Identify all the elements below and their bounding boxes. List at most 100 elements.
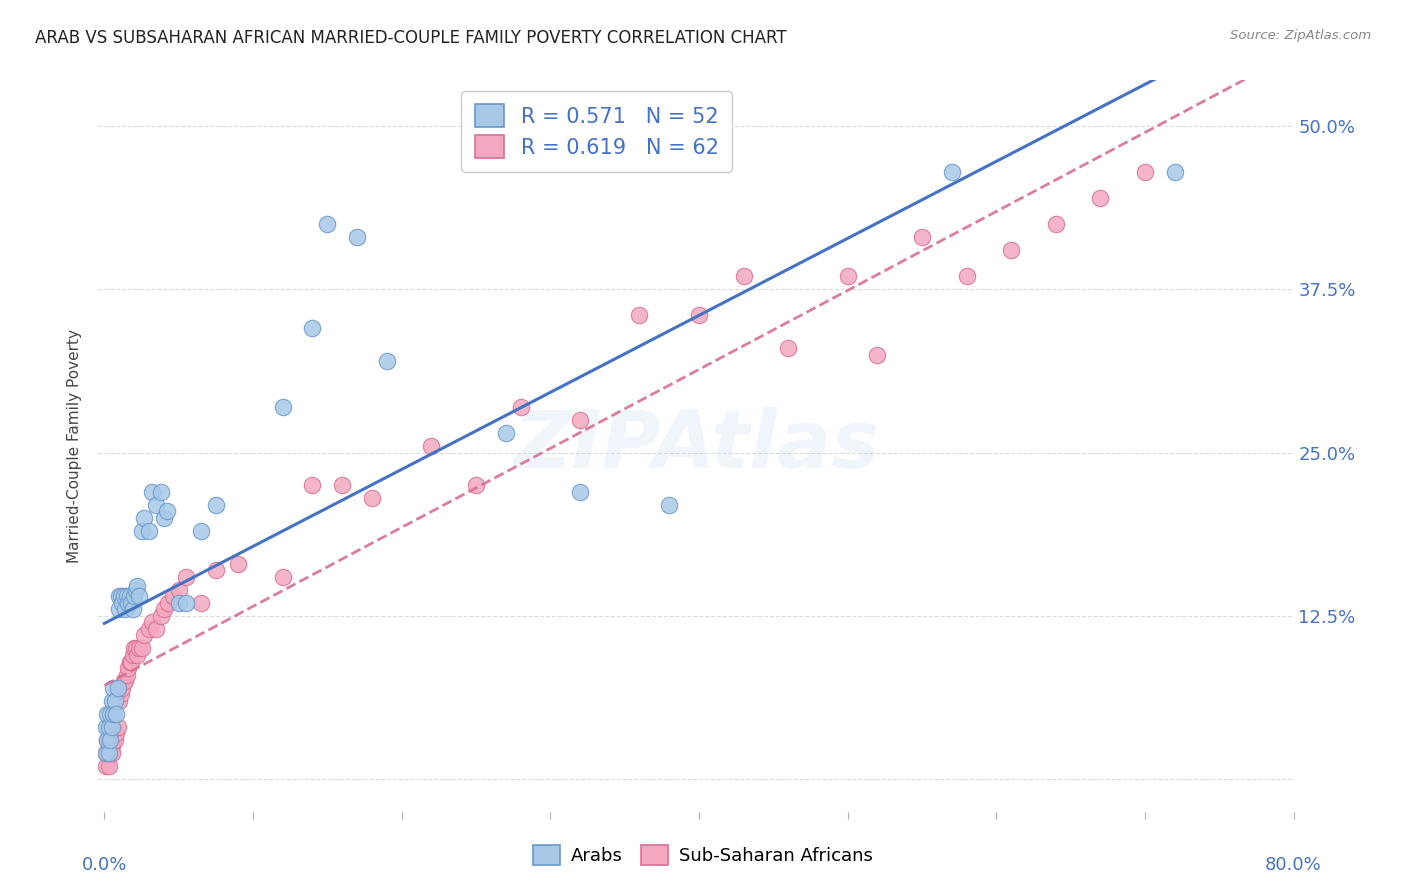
Point [120, 596, 142, 610]
Point [911, 230, 934, 244]
Point [145, 498, 167, 512]
Point [153, 602, 176, 616]
Point [115, 589, 138, 603]
Point [420, 439, 443, 453]
Point [117, 661, 139, 675]
Point [190, 596, 212, 610]
Point [107, 681, 129, 695]
Point [361, 491, 384, 506]
Point [115, 667, 138, 681]
Point [134, 628, 156, 642]
Point [465, 478, 488, 492]
Point [157, 596, 180, 610]
Point [111, 596, 134, 610]
Point [94, 746, 117, 760]
Point [101, 694, 124, 708]
Point [103, 681, 125, 695]
Point [114, 674, 136, 689]
Point [375, 354, 398, 368]
Point [118, 655, 141, 669]
Point [1133, 164, 1156, 178]
Point [117, 596, 139, 610]
Point [149, 608, 172, 623]
Point [174, 569, 197, 583]
Point [108, 589, 131, 603]
Point [103, 706, 125, 721]
Point [145, 622, 167, 636]
Point [271, 569, 294, 583]
Point [569, 413, 592, 427]
Point [837, 269, 859, 284]
Text: 80.0%: 80.0% [1265, 855, 1322, 873]
Point [97, 746, 120, 760]
Text: ARAB VS SUBSAHARAN AFRICAN MARRIED-COUPLE FAMILY POVERTY CORRELATION CHART: ARAB VS SUBSAHARAN AFRICAN MARRIED-COUPL… [35, 29, 787, 46]
Point [104, 732, 127, 747]
Point [112, 589, 135, 603]
Point [174, 596, 197, 610]
Point [509, 400, 531, 414]
Point [122, 641, 145, 656]
Point [134, 511, 156, 525]
Point [110, 589, 132, 603]
Point [124, 582, 146, 597]
Point [98, 732, 121, 747]
Point [120, 655, 142, 669]
Point [138, 524, 160, 538]
Point [104, 694, 127, 708]
Point [733, 269, 755, 284]
Point [98, 706, 121, 721]
Point [96, 706, 118, 721]
Point [1000, 243, 1022, 257]
Legend: Arabs, Sub-Saharan Africans: Arabs, Sub-Saharan Africans [526, 838, 880, 872]
Point [190, 524, 212, 538]
Point [122, 589, 145, 603]
Point [121, 602, 143, 616]
Point [569, 484, 592, 499]
Point [955, 269, 977, 284]
Point [98, 746, 121, 760]
Point [156, 504, 179, 518]
Point [125, 648, 148, 662]
Point [149, 484, 172, 499]
Point [97, 739, 120, 754]
Point [103, 732, 125, 747]
Point [128, 589, 150, 603]
Point [105, 706, 128, 721]
Point [205, 498, 228, 512]
Point [97, 720, 120, 734]
Point [108, 602, 131, 616]
Point [153, 511, 176, 525]
Text: ZIPAtlas: ZIPAtlas [513, 407, 879, 485]
Point [316, 217, 339, 231]
Point [226, 557, 249, 571]
Point [941, 164, 963, 178]
Point [124, 641, 146, 656]
Point [141, 615, 163, 630]
Point [118, 589, 141, 603]
Point [271, 400, 294, 414]
Point [125, 579, 148, 593]
Point [97, 759, 120, 773]
Point [1163, 164, 1185, 178]
Point [167, 582, 190, 597]
Point [495, 425, 517, 440]
Point [628, 309, 651, 323]
Point [96, 732, 118, 747]
Point [688, 309, 710, 323]
Point [96, 732, 118, 747]
Point [112, 674, 135, 689]
Y-axis label: Married-Couple Family Poverty: Married-Couple Family Poverty [67, 329, 83, 563]
Point [110, 687, 132, 701]
Point [866, 348, 889, 362]
Point [1045, 217, 1067, 231]
Text: 0.0%: 0.0% [82, 855, 127, 873]
Point [205, 563, 228, 577]
Point [96, 746, 118, 760]
Point [138, 622, 160, 636]
Point [167, 596, 190, 610]
Legend: R = 0.571   N = 52, R = 0.619   N = 62: R = 0.571 N = 52, R = 0.619 N = 62 [461, 91, 733, 171]
Point [94, 759, 117, 773]
Point [101, 720, 124, 734]
Point [107, 720, 129, 734]
Point [94, 746, 117, 760]
